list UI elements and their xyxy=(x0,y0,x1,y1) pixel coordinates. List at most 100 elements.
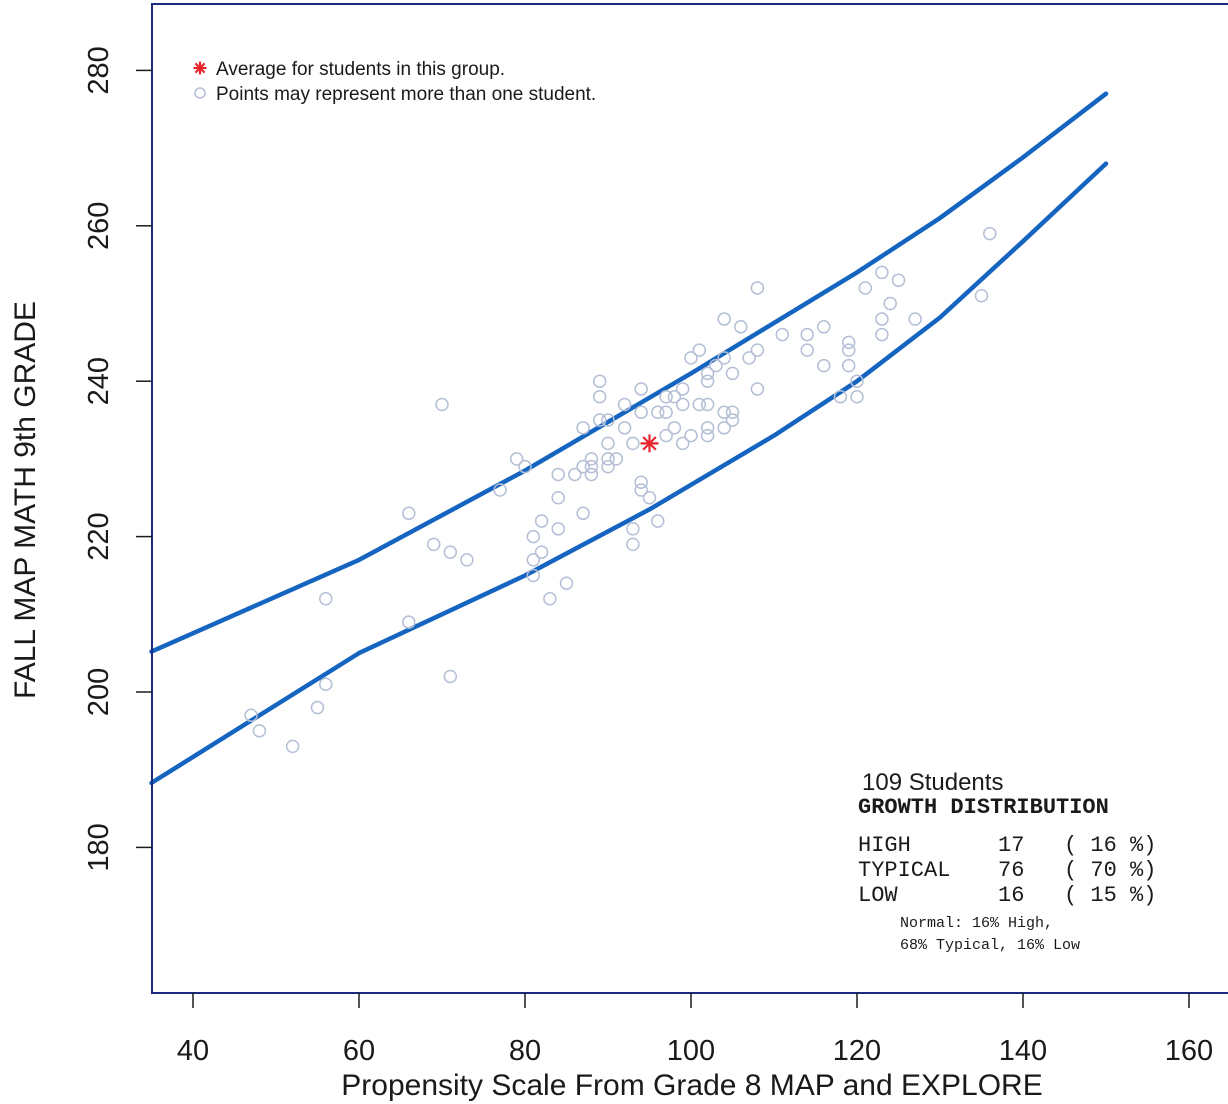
data-point xyxy=(634,405,648,420)
data-point xyxy=(692,343,707,357)
data-point xyxy=(634,382,648,396)
data-point xyxy=(642,491,657,505)
data-point xyxy=(634,483,648,497)
x-tick-label: 140 xyxy=(999,1035,1047,1067)
data-point xyxy=(310,700,325,715)
plot-frame xyxy=(151,3,1228,994)
data-point xyxy=(684,428,698,443)
data-point xyxy=(875,327,889,342)
data-point xyxy=(402,615,416,629)
row-low-count: 16 xyxy=(998,883,1024,908)
data-point xyxy=(841,343,856,357)
data-point xyxy=(609,452,624,466)
lower-band-line xyxy=(149,161,1109,786)
data-point xyxy=(626,436,640,451)
data-point xyxy=(576,506,590,521)
data-point xyxy=(700,421,715,435)
data-point xyxy=(883,296,897,311)
data-point xyxy=(667,389,682,404)
data-point xyxy=(891,273,906,287)
x-tick-label: 60 xyxy=(343,1035,375,1067)
x-axis-title: Propensity Scale From Grade 8 MAP and EX… xyxy=(341,1069,1042,1102)
data-point xyxy=(717,405,731,420)
y-tick-label: 280 xyxy=(83,46,115,94)
data-point xyxy=(601,452,615,466)
normal-note-line-2: 68% Typical, 16% Low xyxy=(900,937,1080,954)
student-points xyxy=(244,226,997,754)
row-high-percent: ( 16 %) xyxy=(1064,833,1156,858)
data-point xyxy=(426,537,441,552)
legend-average-label: Average for students in this group. xyxy=(216,59,505,80)
data-point xyxy=(576,421,590,435)
data-point xyxy=(651,514,665,528)
data-point xyxy=(509,452,524,466)
data-point xyxy=(841,358,856,373)
data-point xyxy=(742,351,756,365)
group-average xyxy=(640,434,659,453)
legend-point-label: Points may represent more than one stude… xyxy=(216,84,596,105)
data-point xyxy=(626,522,640,536)
x-axis: 40 60 80 100 120 140 160 xyxy=(152,992,1228,1067)
data-point xyxy=(675,397,690,412)
x-tick-label: 160 xyxy=(1165,1035,1213,1067)
data-point xyxy=(709,358,723,373)
data-point xyxy=(974,288,989,303)
row-low-percent: ( 15 %) xyxy=(1064,883,1156,908)
y-axis-title: FALL MAP MATH 9th GRADE xyxy=(9,301,42,699)
y-axis: 180 200 220 240 260 280 xyxy=(83,4,153,993)
data-point xyxy=(700,366,715,381)
data-point xyxy=(617,421,632,435)
data-point xyxy=(659,428,673,443)
data-point xyxy=(551,467,565,482)
data-point xyxy=(675,436,690,451)
growth-distribution-heading: GROWTH DISTRIBUTION xyxy=(858,795,1109,820)
normal-note-line-1: Normal: 16% High, xyxy=(900,915,1053,932)
data-point xyxy=(402,506,416,521)
average-star-point xyxy=(640,434,659,453)
data-point xyxy=(592,374,607,388)
data-point xyxy=(460,553,474,567)
data-point xyxy=(584,452,599,466)
data-point xyxy=(983,226,997,241)
y-tick-label: 200 xyxy=(83,668,115,716)
data-point xyxy=(717,351,731,365)
data-point xyxy=(584,459,599,474)
row-low-label: LOW xyxy=(858,883,898,908)
data-point xyxy=(725,405,740,420)
row-high-count: 17 xyxy=(998,833,1024,858)
data-point xyxy=(675,382,690,396)
data-point xyxy=(443,545,458,559)
data-point xyxy=(244,708,258,723)
y-tick-label: 260 xyxy=(83,202,115,250)
data-point xyxy=(800,327,814,342)
data-point xyxy=(493,483,507,497)
data-point xyxy=(717,421,731,435)
data-point xyxy=(850,389,864,404)
row-high-label: HIGH xyxy=(858,833,911,858)
data-point xyxy=(908,312,922,326)
data-point xyxy=(534,545,549,559)
data-point xyxy=(534,514,549,528)
upper-band-line xyxy=(149,91,1109,654)
data-point xyxy=(543,592,557,606)
data-point xyxy=(725,366,740,381)
data-point xyxy=(700,374,715,388)
y-tick-label: 220 xyxy=(83,512,115,560)
data-point xyxy=(601,413,615,427)
growth-summary: 109 Students GROWTH DISTRIBUTION HIGH 17… xyxy=(858,769,1156,954)
data-point xyxy=(319,677,333,691)
data-point xyxy=(443,669,458,684)
data-point xyxy=(651,405,665,420)
data-point xyxy=(684,351,698,365)
data-point xyxy=(750,343,765,357)
x-tick-label: 40 xyxy=(177,1035,209,1067)
data-point xyxy=(875,312,889,326)
data-point xyxy=(634,475,648,489)
data-point xyxy=(817,358,831,373)
data-point xyxy=(526,553,541,567)
data-point xyxy=(659,405,673,420)
data-point xyxy=(435,397,449,412)
data-point xyxy=(700,428,715,443)
data-point xyxy=(551,491,565,505)
